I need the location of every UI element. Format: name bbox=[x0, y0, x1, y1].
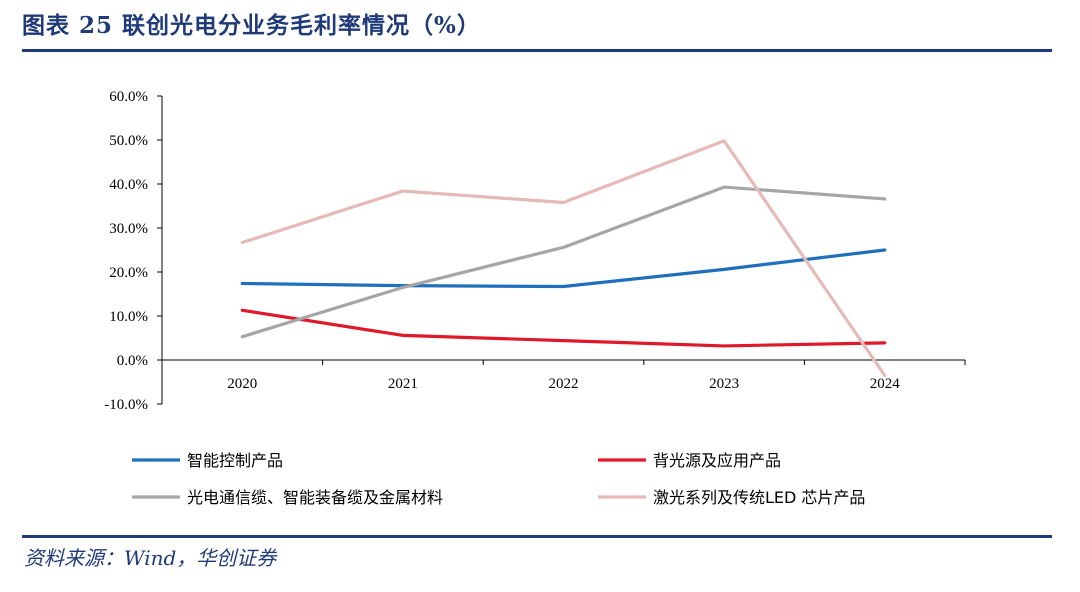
x-tick-label: 2020 bbox=[227, 376, 257, 392]
x-tick-label: 2024 bbox=[870, 376, 901, 392]
legend-label-4: 激光系列及传统LED 芯片产品 bbox=[653, 488, 865, 507]
figure-title: 图表 25 联创光电分业务毛利率情况（%） bbox=[22, 12, 481, 39]
x-tick-label: 2021 bbox=[388, 376, 418, 392]
y-tick-label: 20.0% bbox=[109, 265, 148, 281]
y-tick-label: 50.0% bbox=[109, 133, 148, 149]
y-tick-label: 0.0% bbox=[117, 353, 148, 369]
x-tick-label: 2023 bbox=[709, 376, 739, 392]
y-tick-label: 40.0% bbox=[109, 177, 148, 193]
legend-label-3: 光电通信缆、智能装备缆及金属材料 bbox=[187, 488, 443, 507]
source-rule bbox=[22, 535, 1052, 538]
legend-label-2: 背光源及应用产品 bbox=[653, 451, 781, 470]
source-note: 资料来源：Wind，华创证券 bbox=[24, 546, 277, 570]
series-line-4 bbox=[240, 139, 887, 377]
title-rule bbox=[22, 49, 1052, 52]
legend-label-1: 智能控制产品 bbox=[187, 451, 283, 470]
series-line-3 bbox=[240, 185, 887, 339]
series-line-1 bbox=[240, 248, 887, 289]
x-tick-label: 2022 bbox=[549, 376, 579, 392]
y-tick-label: 60.0% bbox=[109, 89, 148, 105]
y-tick-label: 30.0% bbox=[109, 221, 148, 237]
y-tick-label: -10.0% bbox=[104, 397, 148, 413]
y-tick-label: 10.0% bbox=[109, 309, 148, 325]
series-line-2 bbox=[240, 308, 887, 348]
